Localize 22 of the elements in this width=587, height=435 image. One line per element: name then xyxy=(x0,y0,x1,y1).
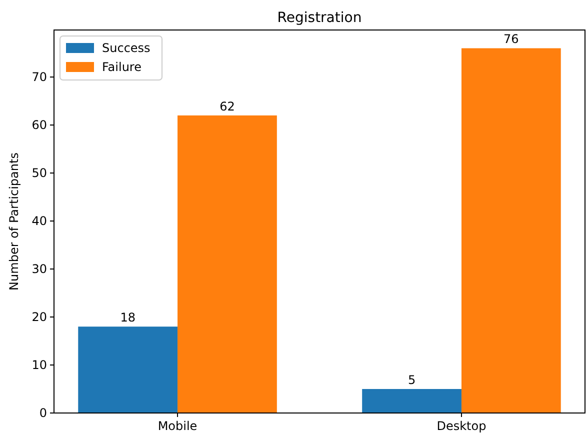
y-tick-label: 20 xyxy=(32,310,47,324)
y-tick-label: 70 xyxy=(32,70,47,84)
data-label: 62 xyxy=(220,99,235,114)
data-label: 5 xyxy=(408,373,416,388)
y-axis-title: Number of Participants xyxy=(7,152,21,290)
y-tick-label: 30 xyxy=(32,262,47,276)
legend-label: Failure xyxy=(102,60,142,74)
bar xyxy=(78,326,178,413)
legend-label: Success xyxy=(102,41,150,56)
x-tick-label: Desktop xyxy=(436,419,486,433)
chart-title: Registration xyxy=(277,10,362,26)
data-label: 18 xyxy=(120,310,136,325)
y-tick-label: 50 xyxy=(32,166,47,180)
bar xyxy=(362,389,462,413)
y-tick-label: 0 xyxy=(39,406,47,420)
x-tick-label: Mobile xyxy=(158,419,198,433)
data-label: 76 xyxy=(504,32,519,46)
y-tick-label: 40 xyxy=(32,214,47,228)
bar xyxy=(461,48,561,413)
y-tick-label: 60 xyxy=(32,118,47,132)
y-tick-label: 10 xyxy=(32,358,47,372)
bar xyxy=(178,115,277,413)
